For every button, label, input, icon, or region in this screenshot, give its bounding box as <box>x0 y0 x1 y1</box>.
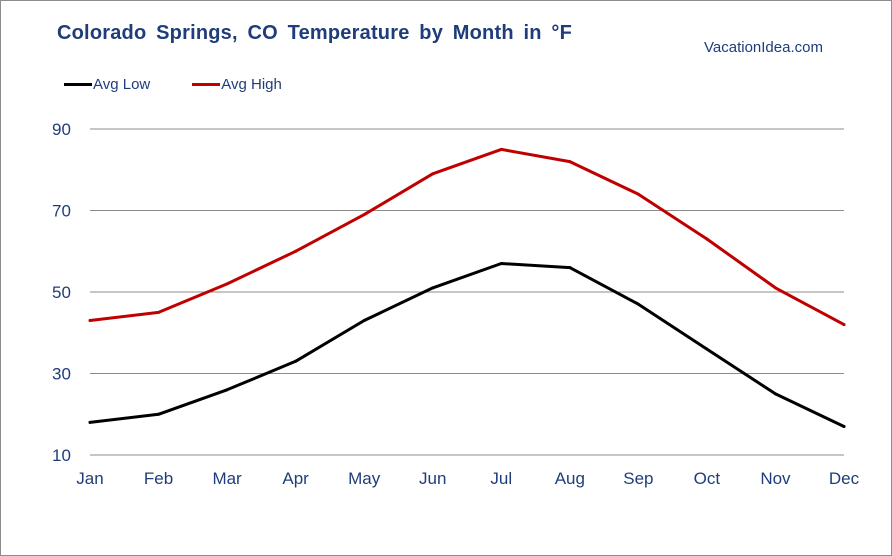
x-tick-label: Jan <box>76 469 103 488</box>
x-tick-label: Aug <box>555 469 585 488</box>
data-point <box>636 192 640 196</box>
x-tick-label: Dec <box>829 469 860 488</box>
data-point <box>431 286 435 290</box>
data-point <box>157 310 161 314</box>
data-point <box>842 323 846 327</box>
data-point <box>705 347 709 351</box>
data-point <box>362 213 366 217</box>
x-tick-label: Feb <box>144 469 173 488</box>
legend-item-avg-high: Avg High <box>192 76 282 93</box>
data-point <box>88 319 92 323</box>
x-tick-label: Oct <box>694 469 721 488</box>
legend-label-avg-low: Avg Low <box>93 76 151 93</box>
data-point <box>225 282 229 286</box>
y-tick-label: 70 <box>52 202 71 221</box>
x-tick-label: Apr <box>282 469 309 488</box>
x-tick-label: May <box>348 469 381 488</box>
series-line-avg-high <box>88 147 846 327</box>
data-point <box>294 359 298 363</box>
legend-item-avg-low: Avg Low <box>64 76 150 93</box>
source-label: VacationIdea.com <box>704 39 823 56</box>
y-tick-label: 30 <box>52 365 71 384</box>
y-tick-label: 90 <box>52 120 71 139</box>
legend: Avg Low Avg High <box>64 76 324 93</box>
y-tick-label: 10 <box>52 446 71 465</box>
legend-label-avg-high: Avg High <box>221 76 282 93</box>
x-tick-label: Nov <box>760 469 791 488</box>
legend-swatch-avg-low <box>64 83 92 86</box>
data-point <box>842 424 846 428</box>
data-point <box>773 392 777 396</box>
data-point <box>499 261 503 265</box>
legend-swatch-avg-high <box>192 83 221 86</box>
series-line-avg-low <box>88 262 846 428</box>
gridlines <box>90 128 844 456</box>
data-point <box>225 388 229 392</box>
x-tick-label: Jul <box>490 469 512 488</box>
x-axis-ticks: Jan Feb Mar Apr May Jun Jul Aug Sep Oct Nov Dec <box>76 469 859 488</box>
data-point <box>636 302 640 306</box>
series-lines <box>88 147 846 428</box>
data-point <box>499 147 503 151</box>
x-tick-label: Mar <box>212 469 242 488</box>
y-tick-label: 50 <box>52 283 71 302</box>
data-point <box>157 412 161 416</box>
x-tick-label: Jun <box>419 469 446 488</box>
data-point <box>294 249 298 253</box>
data-point <box>705 237 709 241</box>
data-point <box>431 172 435 176</box>
data-point <box>568 266 572 270</box>
data-point <box>362 319 366 323</box>
x-tick-label: Sep <box>623 469 653 488</box>
data-point <box>773 286 777 290</box>
y-axis-ticks: 10 30 50 70 90 <box>52 120 71 465</box>
chart-title: Colorado Springs, CO Temperature by Mont… <box>57 22 573 44</box>
data-point <box>88 420 92 424</box>
data-point <box>568 160 572 164</box>
